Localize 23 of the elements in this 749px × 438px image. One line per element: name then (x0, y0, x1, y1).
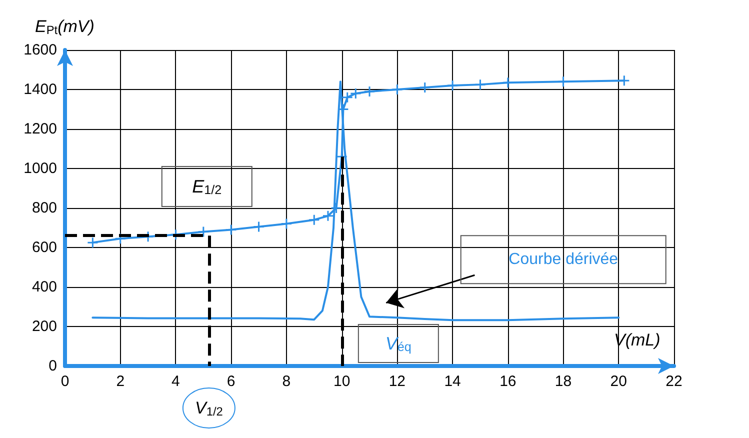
x-tick-label: 20 (610, 373, 627, 390)
y-tick-label: 200 (32, 318, 57, 335)
x-tick-label: 8 (282, 373, 291, 390)
x-tick-label: 14 (444, 373, 461, 390)
x-tick-label: 18 (554, 373, 572, 390)
y-tick-label: 0 (48, 358, 57, 374)
x-tick-label: 12 (388, 373, 406, 390)
x-tick-label: 2 (116, 373, 125, 390)
x-tick-label: 10 (333, 373, 350, 390)
ref-line-label: E1/2 (192, 176, 222, 198)
y-tick-label: 600 (32, 239, 57, 256)
y-tick-label: 800 (32, 200, 57, 216)
text: Courbe dérivée (508, 251, 618, 268)
x-tick-label: 0 (60, 373, 70, 390)
y-tick-label: 1200 (24, 120, 57, 138)
x-tick-label: 4 (172, 373, 180, 390)
x-tick-label: 16 (500, 373, 516, 390)
y-tick-label: 1000 (24, 160, 57, 177)
x-tick-label: 6 (226, 373, 236, 390)
y-tick-label: 1400 (24, 81, 57, 98)
x-tick-label: 22 (666, 373, 682, 390)
y-tick-label: 400 (32, 278, 57, 296)
y-tick-label: 1600 (24, 42, 57, 58)
